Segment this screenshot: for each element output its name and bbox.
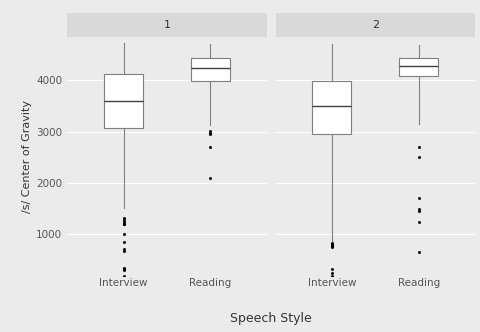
PathPatch shape (191, 58, 230, 81)
PathPatch shape (104, 73, 143, 127)
Text: Speech Style: Speech Style (230, 312, 312, 325)
PathPatch shape (312, 81, 351, 134)
Text: 1: 1 (164, 20, 170, 30)
PathPatch shape (399, 57, 438, 76)
Y-axis label: /s/ Center of Gravity: /s/ Center of Gravity (22, 100, 32, 212)
Text: 2: 2 (372, 20, 379, 30)
